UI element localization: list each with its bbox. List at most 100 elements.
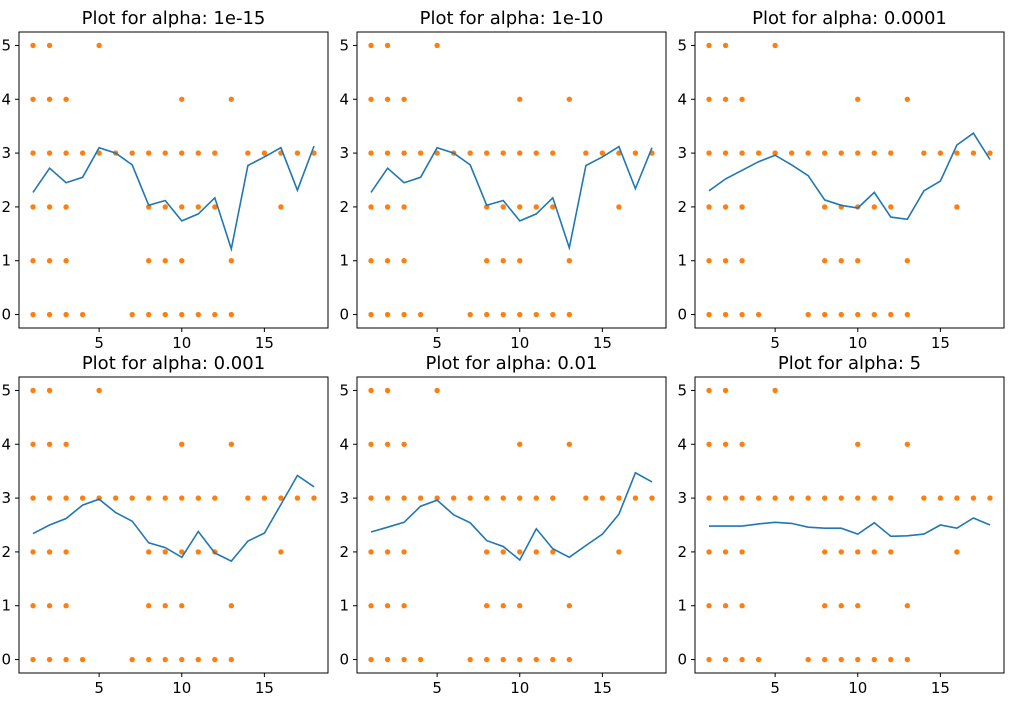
data-point — [245, 150, 251, 156]
data-point — [500, 495, 506, 501]
data-point — [566, 441, 573, 447]
data-point — [484, 311, 490, 318]
data-point — [517, 96, 523, 102]
data-point — [533, 311, 539, 318]
data-point — [195, 549, 201, 555]
data-point — [517, 441, 523, 447]
fit-line — [370, 471, 653, 562]
data-point — [855, 258, 861, 264]
data-point — [46, 311, 53, 318]
data-point — [179, 150, 185, 156]
fit-line — [32, 474, 315, 563]
data-point — [550, 495, 556, 501]
data-point — [368, 96, 374, 102]
data-point — [146, 549, 152, 555]
data-point — [212, 656, 218, 663]
data-point — [401, 549, 407, 555]
data-point — [63, 603, 69, 609]
data-point — [550, 656, 556, 663]
data-point — [384, 495, 391, 501]
y-tick-label: 5 — [677, 36, 687, 54]
data-point — [706, 549, 712, 555]
data-point — [368, 656, 374, 663]
x-tick-label: 15 — [931, 679, 950, 697]
x-tick-label: 10 — [848, 334, 867, 352]
data-point — [46, 42, 53, 49]
y-tick-label: 5 — [1, 381, 11, 399]
data-point — [112, 495, 119, 501]
data-point — [838, 495, 844, 501]
data-point — [739, 204, 745, 210]
x-tick-label: 10 — [510, 679, 529, 697]
data-point — [970, 150, 977, 156]
data-point — [162, 495, 168, 501]
data-point — [517, 495, 523, 501]
data-point — [195, 311, 201, 318]
data-point — [954, 204, 960, 210]
data-point — [384, 204, 391, 210]
data-point — [822, 656, 828, 663]
data-point — [484, 656, 490, 663]
data-point — [195, 204, 201, 210]
data-point — [788, 495, 795, 501]
data-point — [484, 603, 490, 609]
data-point — [517, 549, 523, 555]
data-point — [434, 150, 440, 156]
data-point — [722, 96, 729, 102]
data-point — [467, 656, 473, 663]
data-point — [632, 495, 639, 501]
data-point — [755, 311, 762, 318]
data-point — [616, 549, 622, 555]
data-point — [755, 150, 762, 156]
data-point — [888, 656, 894, 663]
data-point — [162, 258, 168, 264]
data-point — [467, 495, 473, 501]
data-point — [46, 96, 53, 102]
data-point — [822, 549, 828, 555]
data-point — [500, 603, 506, 609]
data-point — [401, 96, 407, 102]
y-tick-label: 3 — [1, 144, 11, 162]
y-tick-label: 3 — [677, 144, 687, 162]
data-point — [583, 150, 589, 156]
data-point — [904, 258, 911, 264]
data-point — [706, 42, 712, 49]
data-point — [228, 603, 235, 609]
data-point — [954, 495, 960, 501]
data-point — [30, 96, 36, 102]
data-point — [706, 311, 712, 318]
subplot-title: Plot for alpha: 1e-10 — [420, 8, 604, 29]
data-point — [871, 549, 877, 555]
data-point — [63, 96, 69, 102]
data-point — [566, 603, 573, 609]
data-point — [384, 656, 391, 663]
data-point — [517, 150, 523, 156]
data-point — [772, 495, 778, 501]
data-point — [822, 204, 828, 210]
data-point — [368, 549, 374, 555]
x-tick-label: 5 — [94, 679, 104, 697]
data-point — [855, 495, 861, 501]
subplot-title: Plot for alpha: 5 — [778, 353, 921, 374]
data-point — [162, 311, 168, 318]
data-point — [871, 150, 877, 156]
data-point — [63, 150, 69, 156]
data-point — [921, 495, 927, 501]
data-point — [46, 150, 53, 156]
data-point — [722, 603, 729, 609]
axes-frame — [356, 376, 667, 674]
data-point — [755, 656, 762, 663]
data-point — [195, 656, 201, 663]
data-point — [706, 204, 712, 210]
data-point — [888, 311, 894, 318]
subplot-1: Plot for alpha: 1e-15 5 10 15 0 1 2 3 4 5 — [1, 8, 329, 352]
x-tick-label: 10 — [510, 334, 529, 352]
data-point — [417, 311, 424, 318]
data-point — [146, 150, 152, 156]
data-point — [805, 495, 811, 501]
subplot-6: Plot for alpha: 5 5 10 15 0 1 2 3 4 5 — [677, 353, 1005, 697]
data-point — [722, 441, 729, 447]
data-point — [855, 441, 861, 447]
data-point — [129, 150, 135, 156]
data-point — [401, 311, 407, 318]
